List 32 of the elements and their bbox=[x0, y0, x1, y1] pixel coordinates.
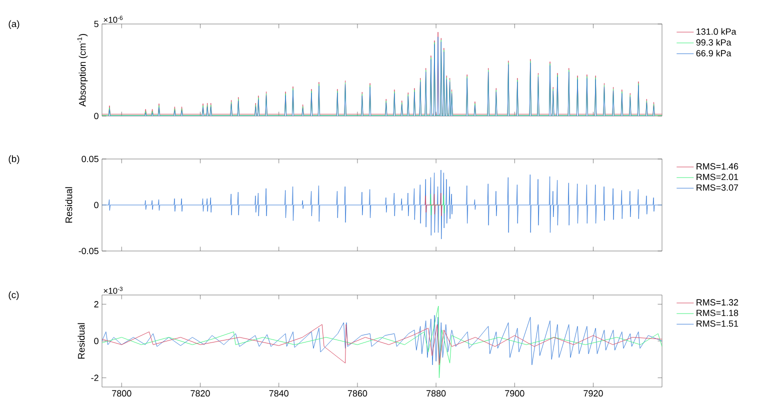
y-tick-label: 0 bbox=[94, 112, 98, 120]
legend-label: RMS=3.07 bbox=[696, 184, 738, 191]
text: (c) bbox=[8, 291, 19, 300]
legend-label: 131.0 kPa bbox=[696, 28, 736, 35]
x-tick-label: 7900 bbox=[505, 390, 524, 397]
y-axis-title: Absorption (cm$^{-1}$) bbox=[77, 34, 88, 107]
y-axis-title: Residual bbox=[78, 323, 85, 359]
x-tick-label: 7820 bbox=[190, 390, 210, 397]
y-tick-label: -2 bbox=[91, 374, 98, 381]
y-tick-label: 2 bbox=[94, 301, 98, 308]
legend-label: RMS=2.01 bbox=[696, 174, 738, 180]
legend-label: RMS=1.32 bbox=[696, 299, 738, 306]
legend-label: RMS=1.18 bbox=[696, 310, 738, 316]
y-tick-label: 0.05 bbox=[82, 156, 98, 162]
y-axis-title: Residual bbox=[65, 187, 72, 223]
x-tick-label: 7800 bbox=[112, 390, 132, 397]
text: ×10$^{-6}$ bbox=[104, 16, 123, 23]
y-tick-label: -0.05 bbox=[78, 248, 98, 254]
text: (a) bbox=[8, 20, 20, 30]
y-tick-label: 5 bbox=[94, 20, 98, 28]
x-tick-label: 7860 bbox=[348, 390, 368, 397]
legend-label: RMS=1.46 bbox=[696, 163, 738, 170]
text: ×10$^{-3}$ bbox=[104, 286, 123, 294]
legend-label: RMS=1.51 bbox=[696, 320, 738, 327]
x-tick-label: 7840 bbox=[269, 390, 288, 397]
x-tick-label: 7880 bbox=[426, 390, 446, 397]
x-tick-label: 7920 bbox=[584, 390, 603, 397]
y-tick-label: 0 bbox=[94, 338, 98, 344]
legend-label: 99.3 kPa bbox=[696, 39, 732, 46]
text: (b) bbox=[8, 155, 20, 164]
y-tick-label: 0 bbox=[94, 202, 98, 208]
legend-label: 66.9 kPa bbox=[696, 50, 732, 56]
